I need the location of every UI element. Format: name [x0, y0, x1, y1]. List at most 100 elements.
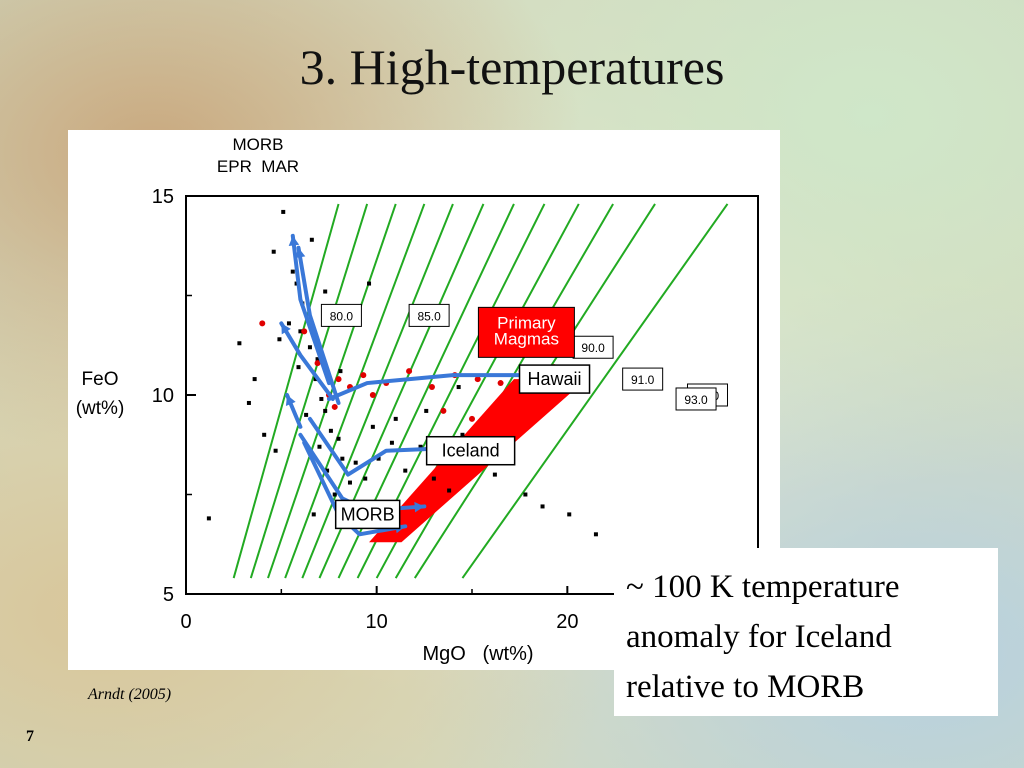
- field-label: Hawaii: [528, 369, 582, 389]
- data-point-black: [206, 516, 211, 521]
- data-point-black: [309, 237, 314, 242]
- y-axis-label: FeO: [82, 369, 119, 390]
- data-point-black: [418, 444, 423, 449]
- data-point-black: [403, 468, 408, 473]
- y-tick-label: 5: [163, 584, 174, 606]
- data-point-red: [335, 376, 342, 383]
- olivine-line: [284, 203, 426, 579]
- data-point-black: [277, 337, 282, 342]
- data-point-red: [474, 376, 481, 383]
- data-point-red: [428, 384, 435, 391]
- trend-arrowhead: [414, 501, 425, 513]
- feo-mgo-chart: MORB EPR MAR FeO (wt%) MgO (wt%) 0 10 20 5 1…: [76, 135, 759, 665]
- data-point-black: [540, 504, 545, 509]
- field-label-box: [518, 364, 591, 394]
- data-point-red: [314, 360, 321, 367]
- x-tick-label: 10: [366, 611, 388, 633]
- trend-arrowhead: [294, 247, 306, 259]
- x-tick-label: 20: [556, 611, 578, 633]
- trend-arrowhead: [281, 323, 291, 335]
- data-point-black: [393, 416, 398, 421]
- data-point-red: [369, 392, 376, 398]
- data-point-black: [281, 209, 286, 214]
- data-point-black: [492, 472, 497, 477]
- olivine-line: [461, 203, 729, 579]
- data-point-black: [389, 440, 394, 445]
- primary-magmas-label: Magmas: [494, 329, 559, 348]
- data-point-black: [325, 468, 330, 473]
- field-label: MORB: [341, 504, 395, 524]
- chart-top-label: EPR MAR: [217, 157, 299, 176]
- data-point-black: [431, 476, 436, 481]
- data-point-black: [286, 321, 291, 326]
- data-point-black: [347, 480, 352, 485]
- data-point-black: [315, 357, 320, 362]
- data-point-black: [237, 341, 242, 346]
- data-point-black: [246, 400, 251, 405]
- figure-panel: MORB EPR MAR FeO (wt%) MgO (wt%) 0 10 20 5 1…: [68, 130, 780, 670]
- data-point-black: [252, 377, 257, 382]
- data-point-black: [298, 329, 303, 334]
- page-number: 7: [26, 728, 34, 745]
- data-point-black: [456, 385, 461, 390]
- data-point-red: [406, 368, 413, 375]
- primary-magmas-label: Primary: [497, 313, 556, 332]
- data-point-red: [440, 407, 447, 414]
- primary-magmas-box: [477, 306, 575, 358]
- olivine-line: [232, 203, 340, 579]
- y-tick-label: 10: [152, 385, 174, 407]
- trend-arrowhead: [288, 235, 300, 247]
- trend-line: [279, 321, 335, 401]
- data-point-black: [353, 460, 358, 465]
- data-point-red: [259, 320, 266, 327]
- data-point-black: [262, 432, 267, 437]
- data-point-red: [469, 415, 475, 422]
- data-point-black: [367, 281, 372, 286]
- plot-frame: [185, 195, 759, 595]
- data-point-black: [376, 456, 381, 461]
- y-axis-label: (wt%): [76, 398, 125, 419]
- chart-top-label: MORB: [233, 135, 284, 154]
- data-point-black: [363, 476, 368, 481]
- x-tick-label: 0: [180, 611, 191, 633]
- data-point-black: [593, 532, 598, 537]
- data-point-black: [447, 488, 452, 493]
- fo-label-box: [622, 367, 664, 391]
- data-point-black: [336, 436, 341, 441]
- trend-line: [296, 245, 341, 405]
- data-point-black: [271, 249, 276, 254]
- olivine-line: [249, 203, 369, 579]
- x-axis-label: MgO (wt%): [422, 643, 533, 665]
- data-point-black: [319, 396, 324, 401]
- data-point-black: [328, 428, 333, 433]
- field-label-box: [425, 435, 516, 466]
- data-point-black: [332, 492, 337, 497]
- data-point-black: [523, 492, 528, 497]
- data-point-black: [296, 365, 301, 370]
- field-label: Iceland: [442, 441, 500, 461]
- data-point-black: [323, 408, 328, 413]
- data-point-red: [301, 328, 308, 335]
- fo-label-box: [675, 387, 717, 411]
- trend-arrowhead: [285, 395, 296, 406]
- data-point-black: [424, 408, 429, 413]
- data-point-black: [273, 448, 278, 453]
- data-point-black: [311, 512, 316, 517]
- field-label-box: [334, 499, 401, 530]
- data-point-black: [567, 512, 572, 517]
- fo-label: 91.0: [631, 373, 655, 387]
- fo-label: 85.0: [417, 309, 441, 323]
- data-point-black: [340, 456, 345, 461]
- fo-label: 90.0: [581, 341, 605, 355]
- data-point-red: [331, 403, 338, 410]
- data-point-black: [338, 369, 343, 374]
- data-point-black: [290, 269, 295, 274]
- data-point-black: [460, 432, 465, 437]
- olivine-line: [267, 203, 397, 579]
- data-point-black: [317, 444, 322, 449]
- olivine-line: [301, 203, 454, 579]
- fo-label-box: [320, 303, 362, 327]
- y-tick-label: 15: [152, 186, 174, 208]
- fo-label: 93.0: [684, 393, 708, 407]
- data-point-red: [497, 380, 504, 387]
